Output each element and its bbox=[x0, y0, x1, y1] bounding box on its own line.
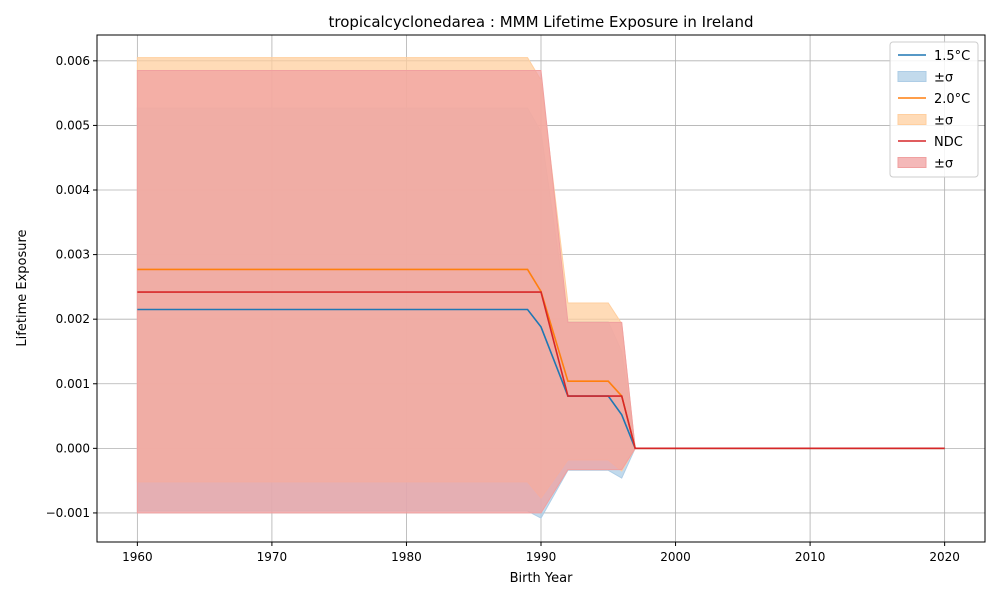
x-tick-label: 1970 bbox=[257, 550, 288, 564]
legend-band-label: ±σ bbox=[934, 114, 953, 129]
y-tick-label: 0.004 bbox=[56, 183, 90, 197]
legend-label: 2.0°C bbox=[934, 92, 970, 107]
x-tick-label: 2000 bbox=[660, 550, 691, 564]
legend-band-swatch bbox=[897, 114, 927, 125]
series-lines bbox=[137, 268, 945, 450]
legend-band-label: ±σ bbox=[934, 71, 953, 86]
x-axis-label: Birth Year bbox=[510, 571, 574, 586]
legend-band-label: ±σ bbox=[934, 157, 953, 172]
x-tick-label: 2010 bbox=[795, 550, 826, 564]
y-tick-label: 0.001 bbox=[56, 377, 90, 391]
legend-band-swatch bbox=[897, 71, 927, 82]
y-tick-label: 0.005 bbox=[56, 118, 90, 132]
y-tick-label: −0.001 bbox=[46, 506, 90, 520]
x-tick-label: 1960 bbox=[122, 550, 153, 564]
x-tick-label: 1990 bbox=[526, 550, 557, 564]
y-axis-label: Lifetime Exposure bbox=[15, 229, 30, 346]
y-axis-ticks: −0.001 0.000 0.001 0.002 0.003 0.004 0.005 0.00… bbox=[46, 54, 97, 520]
x-tick-label: 2020 bbox=[929, 550, 960, 564]
x-tick-label: 1980 bbox=[391, 550, 422, 564]
series-line-2 bbox=[137, 291, 945, 450]
chart-title: tropicalcyclonedarea : MMM Lifetime Expo… bbox=[328, 13, 753, 31]
legend-band-swatch bbox=[897, 157, 927, 168]
y-tick-label: 0.006 bbox=[56, 54, 90, 68]
y-tick-label: 0.003 bbox=[56, 248, 90, 262]
legend: 1.5°C ±σ 2.0°C ±σ NDC ±σ bbox=[889, 41, 979, 178]
legend-label: NDC bbox=[934, 135, 963, 150]
y-tick-label: 0.000 bbox=[56, 441, 90, 455]
y-tick-label: 0.002 bbox=[56, 312, 90, 326]
x-axis-ticks: 1960 1970 1980 1990 2000 2010 2020 bbox=[122, 542, 960, 564]
legend-label: 1.5°C bbox=[934, 49, 970, 64]
